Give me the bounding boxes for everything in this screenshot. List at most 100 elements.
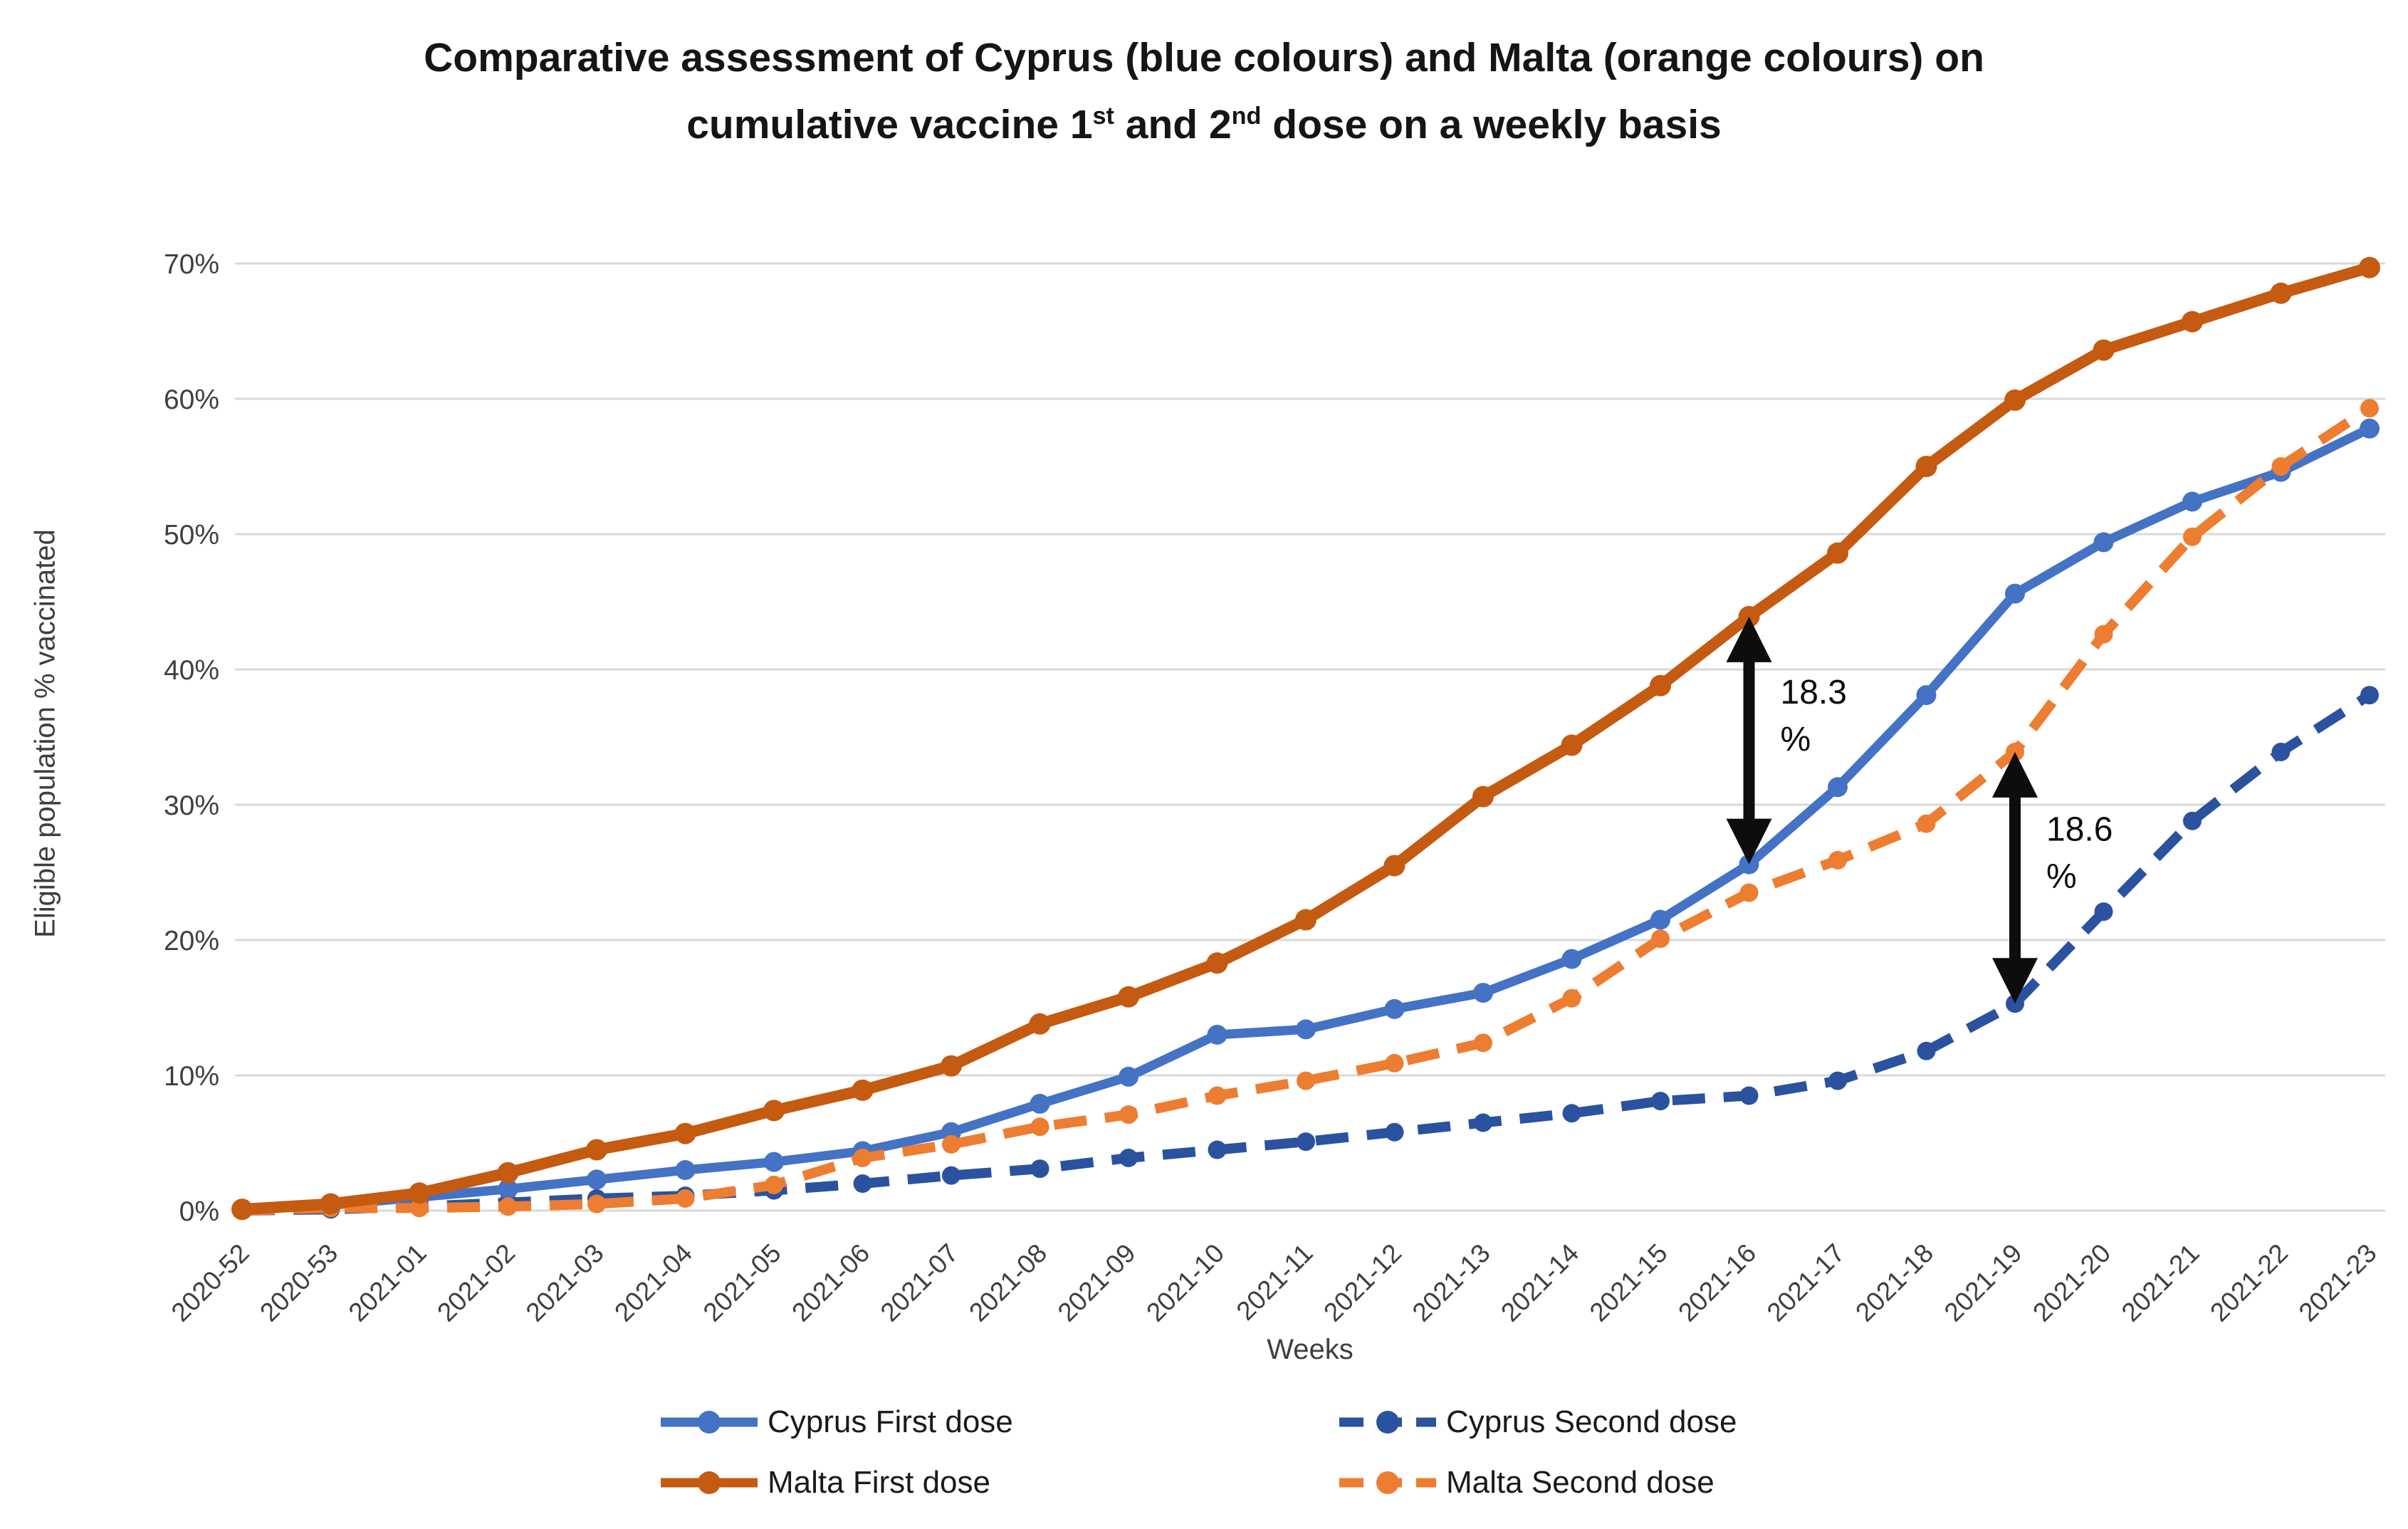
x-tick-label: 2021-19 bbox=[1939, 1238, 2028, 1327]
y-tick-label: 10% bbox=[164, 1061, 219, 1092]
data-point-marker bbox=[1474, 1033, 1492, 1053]
x-tick-label: 2021-15 bbox=[1584, 1238, 1673, 1327]
data-point-marker bbox=[2360, 686, 2379, 705]
x-tick-label: 2021-07 bbox=[875, 1238, 964, 1327]
data-point-marker bbox=[2360, 399, 2379, 418]
data-point-marker bbox=[1472, 786, 1494, 808]
data-point-marker bbox=[1206, 952, 1228, 974]
data-point-marker bbox=[586, 1139, 607, 1161]
data-point-marker bbox=[1297, 1071, 1315, 1090]
data-point-marker bbox=[1119, 1105, 1138, 1124]
x-tick-label: 2021-08 bbox=[963, 1238, 1052, 1327]
data-point-marker bbox=[853, 1148, 872, 1167]
y-tick-label: 50% bbox=[164, 520, 219, 550]
data-point-marker bbox=[1384, 998, 1405, 1019]
data-point-marker bbox=[1030, 1093, 1050, 1114]
series-line-malta-second-dose bbox=[241, 404, 2372, 1216]
data-point-marker bbox=[763, 1100, 785, 1122]
x-tick-label: 2021-18 bbox=[1850, 1238, 1939, 1327]
data-point-marker bbox=[1828, 777, 1848, 798]
data-point-marker bbox=[852, 1079, 874, 1101]
x-tick-label: 2021-05 bbox=[698, 1238, 787, 1327]
data-point-marker bbox=[2360, 418, 2380, 439]
data-point-marker bbox=[1827, 542, 1848, 564]
x-axis-title: Weeks bbox=[1267, 1334, 1354, 1365]
data-point-marker bbox=[410, 1199, 429, 1218]
x-tick-label: 2021-10 bbox=[1141, 1238, 1230, 1327]
data-point-marker bbox=[2270, 282, 2292, 304]
annotation-value-label: 18.6 bbox=[2046, 811, 2113, 849]
data-point-marker bbox=[2182, 491, 2202, 512]
data-point-marker bbox=[409, 1182, 430, 1204]
data-point-marker bbox=[1917, 1041, 1936, 1060]
data-point-marker bbox=[1385, 1122, 1404, 1142]
data-point-marker bbox=[942, 1166, 960, 1185]
x-tick-label: 2021-02 bbox=[431, 1238, 520, 1327]
x-tick-label: 2020-52 bbox=[166, 1238, 255, 1327]
data-point-marker bbox=[2094, 625, 2113, 644]
y-tick-label: 70% bbox=[164, 249, 219, 280]
x-tick-label: 2021-21 bbox=[2116, 1238, 2205, 1327]
x-tick-label: 2021-01 bbox=[343, 1238, 432, 1327]
data-point-marker bbox=[2004, 389, 2026, 411]
data-point-marker bbox=[1828, 850, 1847, 870]
data-point-marker bbox=[2005, 583, 2025, 604]
data-point-marker bbox=[853, 1174, 872, 1193]
data-point-marker bbox=[1119, 1066, 1138, 1087]
data-point-marker bbox=[1739, 1086, 1759, 1105]
data-point-marker bbox=[1917, 814, 1936, 833]
data-point-marker bbox=[765, 1175, 783, 1194]
data-point-marker bbox=[1562, 988, 1581, 1008]
data-point-marker bbox=[2094, 902, 2113, 922]
data-point-marker bbox=[2271, 457, 2291, 476]
data-point-marker bbox=[2093, 339, 2115, 361]
x-tick-label: 2021-22 bbox=[2204, 1238, 2293, 1327]
data-point-marker bbox=[1030, 1117, 1049, 1137]
data-point-marker bbox=[2359, 256, 2380, 278]
data-point-marker bbox=[1208, 1140, 1227, 1159]
x-tick-label: 2021-16 bbox=[1672, 1238, 1761, 1327]
data-point-marker bbox=[1915, 456, 1937, 477]
superscript-nd: nd bbox=[1231, 103, 1262, 130]
data-point-marker bbox=[1296, 1019, 1316, 1040]
data-point-marker bbox=[1295, 909, 1316, 931]
data-point-marker bbox=[675, 1160, 696, 1180]
annotation-unit-label: % bbox=[1781, 721, 1811, 758]
annotation-unit-label: % bbox=[2046, 858, 2077, 896]
annotation-arrowhead-up bbox=[1726, 616, 1772, 662]
data-point-marker bbox=[1297, 1132, 1315, 1152]
data-point-marker bbox=[674, 1122, 696, 1144]
data-point-marker bbox=[1739, 883, 1759, 902]
series-line-malta-first-dose bbox=[241, 262, 2372, 1216]
x-tick-label: 2021-03 bbox=[520, 1238, 609, 1327]
data-point-marker bbox=[1562, 1104, 1581, 1123]
x-tick-label: 2021-09 bbox=[1052, 1238, 1141, 1327]
x-tick-label: 2021-23 bbox=[2293, 1238, 2382, 1327]
x-tick-label: 2021-06 bbox=[786, 1238, 875, 1327]
data-point-marker bbox=[764, 1152, 784, 1172]
data-point-marker bbox=[1473, 983, 1493, 1003]
data-point-marker bbox=[942, 1134, 960, 1154]
x-tick-label: 2021-20 bbox=[2027, 1238, 2116, 1327]
data-point-marker bbox=[1207, 1025, 1227, 1045]
chart-title: Comparative assessment of Cyprus (blue c… bbox=[0, 28, 2408, 154]
x-tick-label: 2021-04 bbox=[609, 1238, 698, 1327]
data-point-marker bbox=[1916, 685, 1937, 706]
data-point-marker bbox=[941, 1055, 962, 1077]
annotation-value-label: 18.3 bbox=[1781, 674, 1847, 711]
x-tick-label: 2021-11 bbox=[1231, 1238, 1319, 1326]
annotation-arrowhead-down bbox=[1726, 818, 1772, 865]
annotation-arrowhead-up bbox=[1992, 751, 2038, 798]
data-point-marker bbox=[1561, 734, 1583, 756]
data-point-marker bbox=[1650, 909, 1670, 930]
data-point-marker bbox=[320, 1193, 342, 1215]
data-point-marker bbox=[1119, 1148, 1138, 1167]
data-point-marker bbox=[1383, 855, 1405, 877]
data-point-marker bbox=[1118, 986, 1139, 1008]
data-point-marker bbox=[231, 1199, 253, 1221]
x-tick-label: 2021-14 bbox=[1495, 1238, 1584, 1327]
data-point-marker bbox=[2182, 311, 2203, 333]
data-point-marker bbox=[1030, 1159, 1049, 1179]
